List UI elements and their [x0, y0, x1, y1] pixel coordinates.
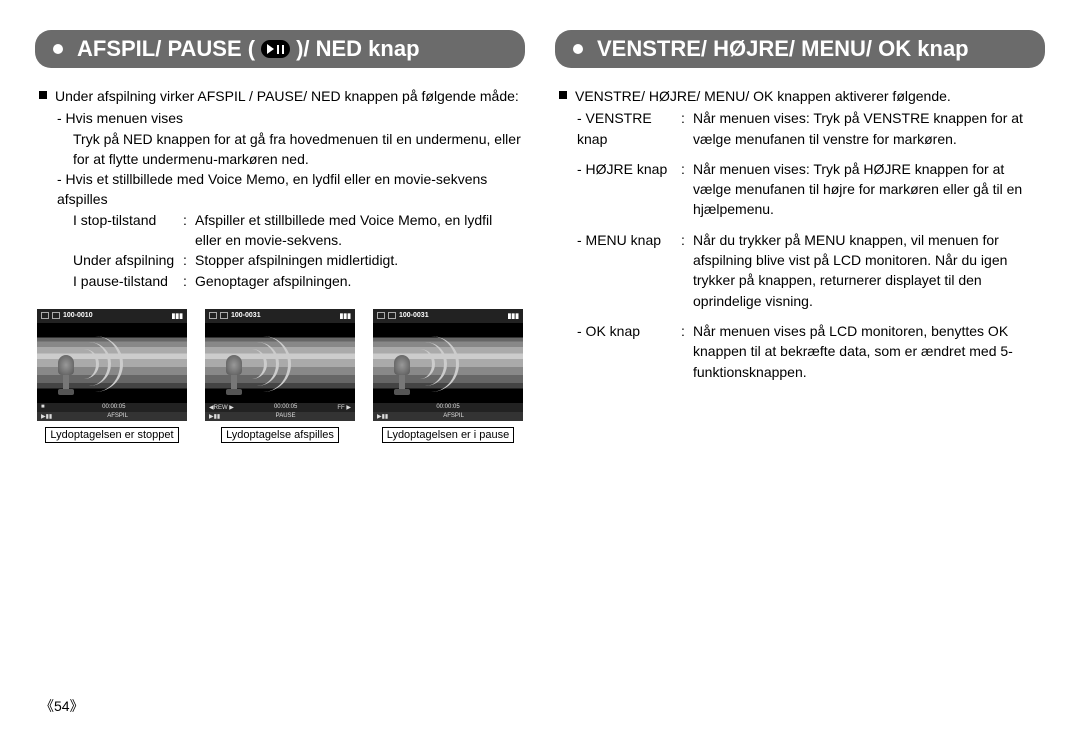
play-mode-icon: [41, 312, 49, 319]
play-pause-icon: [261, 40, 290, 58]
sub2-title: - Hvis et stillbillede med Voice Memo, e…: [39, 169, 521, 210]
preview-screen: 100-0031 ▮▮▮ ◀REW ▶00:00:05FF ▶ ▶▮▮PAUSE: [205, 309, 355, 421]
preview-caption: Lydoptagelsen er stoppet: [45, 427, 178, 443]
left-body: Under afspilning virker AFSPIL / PAUSE/ …: [35, 86, 525, 291]
kv-key: - OK knap: [577, 321, 681, 382]
right-column: VENSTRE/ HØJRE/ MENU/ OK knap VENSTRE/ H…: [555, 30, 1045, 443]
sub1-body: Tryk på NED knappen for at gå fra hovedm…: [39, 129, 521, 170]
time-display: 00:00:05: [436, 404, 459, 410]
play-mode-icon: [209, 312, 217, 319]
kv-key: - MENU knap: [577, 230, 681, 311]
right-header-text: VENSTRE/ HØJRE/ MENU/ OK knap: [597, 36, 969, 62]
kv-key: Under afspilning: [73, 250, 183, 270]
file-number: 100-0010: [63, 312, 93, 319]
status-left: ◀REW ▶: [209, 404, 234, 411]
preview-screen: 100-0031 ▮▮▮ 00:00:05 ▶▮▮AFSPIL: [373, 309, 523, 421]
bullet-icon: [559, 91, 567, 99]
kv-key: I stop-tilstand: [73, 210, 183, 251]
folder-icon: [52, 312, 60, 319]
left-header-prefix: AFSPIL/ PAUSE (: [77, 36, 255, 62]
sub1-title: - Hvis menuen vises: [39, 108, 521, 128]
header-dot-icon: [53, 44, 63, 54]
battery-icon: ▮▮▮: [171, 312, 183, 320]
action-label: PAUSE: [276, 413, 296, 419]
kv-val: Afspiller et stillbillede med Voice Memo…: [195, 210, 521, 251]
page-number: 《54》: [40, 696, 84, 716]
left-intro: Under afspilning virker AFSPIL / PAUSE/ …: [55, 86, 519, 106]
action-label: AFSPIL: [107, 413, 128, 419]
left-header-suffix: )/ NED knap: [296, 36, 419, 62]
preview-caption: Lydoptagelsen er i pause: [382, 427, 515, 443]
kv-val: Når menuen vises: Tryk på VENSTRE knappe…: [693, 108, 1041, 149]
folder-icon: [220, 312, 228, 319]
kv-val: Stopper afspilningen midlertidigt.: [195, 250, 521, 270]
preview-screen: 100-0010 ▮▮▮ ■00:00:05 ▶▮▮AFSPIL: [37, 309, 187, 421]
left-header: AFSPIL/ PAUSE ( )/ NED knap: [35, 30, 525, 68]
right-intro: VENSTRE/ HØJRE/ MENU/ OK knappen aktiver…: [575, 86, 951, 106]
preview-item: 100-0031 ▮▮▮ 00:00:05 ▶▮▮AFSPIL Lydoptag…: [373, 309, 523, 443]
status-right: FF ▶: [337, 404, 351, 411]
kv-val: Genoptager afspilningen.: [195, 271, 521, 291]
bullet-icon: [39, 91, 47, 99]
kv-val: Når du trykker på MENU knappen, vil menu…: [693, 230, 1041, 311]
preview-item: 100-0010 ▮▮▮ ■00:00:05 ▶▮▮AFSPIL Lydopta…: [37, 309, 187, 443]
preview-caption: Lydoptagelse afspilles: [221, 427, 339, 443]
kv-key: - VENSTRE knap: [577, 108, 681, 149]
left-column: AFSPIL/ PAUSE ( )/ NED knap Under afspil…: [35, 30, 525, 443]
header-dot-icon: [573, 44, 583, 54]
microphone-icon: [223, 355, 245, 395]
file-number: 100-0031: [399, 312, 429, 319]
play-mode-icon: [377, 312, 385, 319]
kv-val: Når menuen vises: Tryk på HØJRE knappen …: [693, 159, 1041, 220]
preview-item: 100-0031 ▮▮▮ ◀REW ▶00:00:05FF ▶ ▶▮▮PAUSE…: [205, 309, 355, 443]
microphone-icon: [55, 355, 77, 395]
time-display: 00:00:05: [102, 404, 125, 410]
action-label: AFSPIL: [443, 413, 464, 419]
battery-icon: ▮▮▮: [339, 312, 351, 320]
microphone-icon: [391, 355, 413, 395]
kv-val: Når menuen vises på LCD monitoren, benyt…: [693, 321, 1041, 382]
folder-icon: [388, 312, 396, 319]
right-header: VENSTRE/ HØJRE/ MENU/ OK knap: [555, 30, 1045, 68]
kv-key: - HØJRE knap: [577, 159, 681, 220]
battery-icon: ▮▮▮: [507, 312, 519, 320]
time-display: 00:00:05: [274, 404, 297, 410]
kv-key: I pause-tilstand: [73, 271, 183, 291]
preview-row: 100-0010 ▮▮▮ ■00:00:05 ▶▮▮AFSPIL Lydopta…: [35, 309, 525, 443]
file-number: 100-0031: [231, 312, 261, 319]
status-left: ■: [41, 404, 45, 410]
right-body: VENSTRE/ HØJRE/ MENU/ OK knappen aktiver…: [555, 86, 1045, 382]
